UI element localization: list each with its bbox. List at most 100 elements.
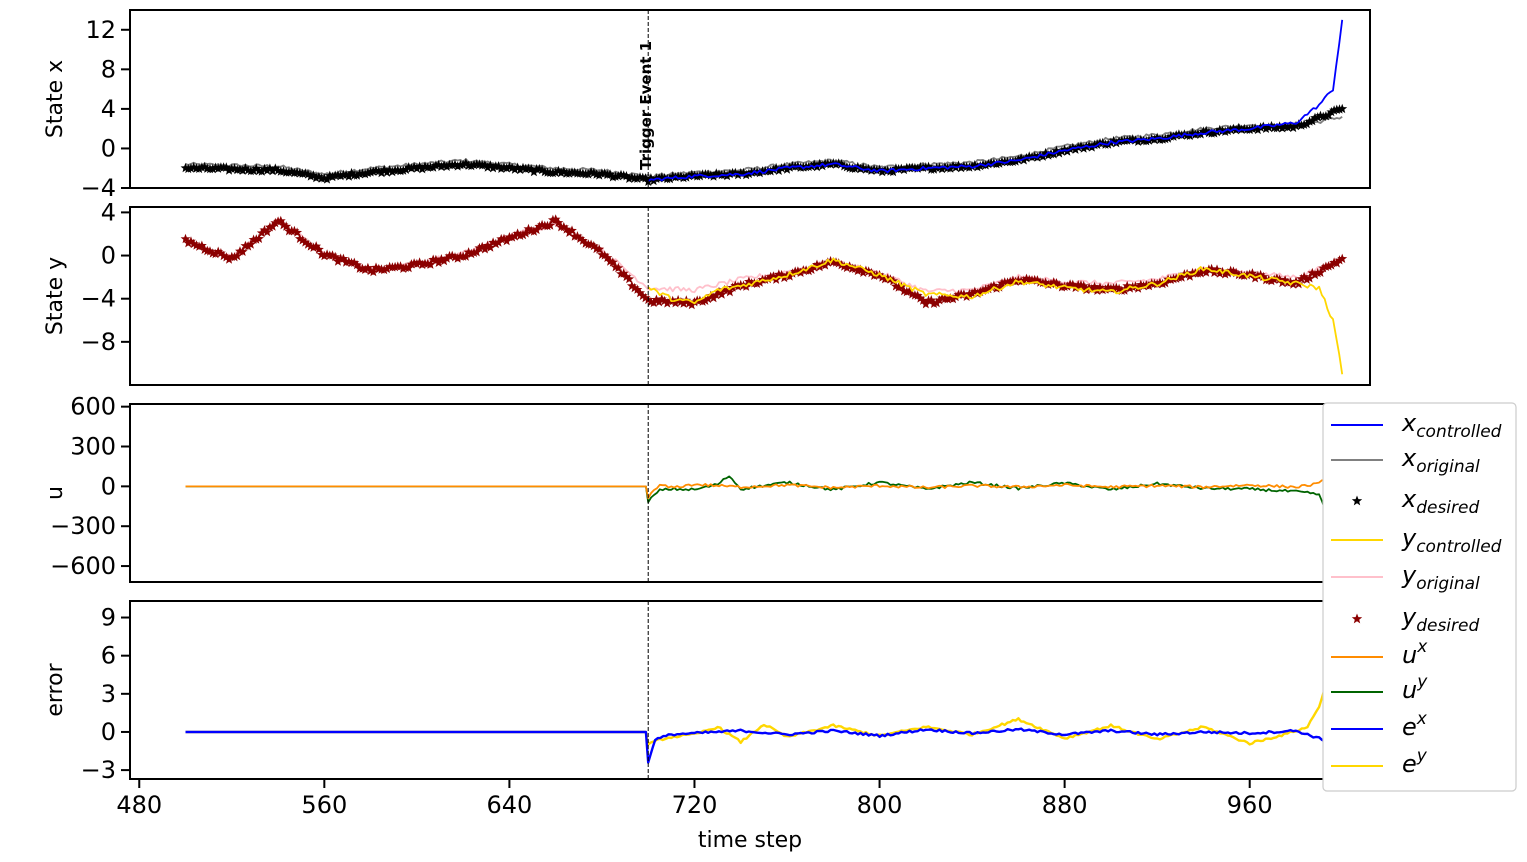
point-x_desired xyxy=(594,170,605,180)
plot-area xyxy=(180,214,1348,375)
point-y_desired xyxy=(441,253,452,263)
point-y_desired xyxy=(398,263,409,273)
point-y_desired xyxy=(1089,281,1100,291)
legend-marker xyxy=(1351,613,1363,624)
y-tick-label: −8 xyxy=(81,328,116,356)
point-y_desired xyxy=(675,297,686,307)
point-x_desired xyxy=(964,162,975,172)
point-x_desired xyxy=(267,165,278,176)
point-y_desired xyxy=(1078,280,1089,291)
point-y_desired xyxy=(744,276,754,286)
point-y_desired xyxy=(305,241,316,251)
point-x_desired xyxy=(229,163,240,173)
point-y_desired xyxy=(1301,274,1312,284)
point-y_desired xyxy=(1100,284,1111,294)
series-e_y xyxy=(185,607,1344,746)
point-y_desired xyxy=(411,258,422,269)
point-y_desired xyxy=(1130,281,1141,291)
point-y_desired xyxy=(926,295,937,305)
point-x_desired xyxy=(866,165,877,175)
point-y_desired xyxy=(684,298,694,308)
point-y_desired xyxy=(213,246,224,256)
point-y_desired xyxy=(490,238,501,249)
point-y_desired xyxy=(210,248,221,259)
point-y_desired xyxy=(1307,267,1318,278)
point-x_desired xyxy=(1201,125,1212,136)
legend-marker xyxy=(1351,495,1363,506)
point-y_desired xyxy=(624,273,635,284)
y-tick-label: 600 xyxy=(70,393,116,421)
legend-label: ycontrolled xyxy=(1401,524,1502,557)
y-tick-label: 4 xyxy=(101,95,116,123)
point-x_desired xyxy=(352,170,362,180)
series-e_x xyxy=(185,727,1344,771)
point-x_desired xyxy=(1293,119,1304,129)
point-y_desired xyxy=(188,238,199,249)
point-x_desired xyxy=(286,166,297,176)
point-x_desired xyxy=(1291,120,1301,131)
point-x_desired xyxy=(765,166,776,176)
axes-frame xyxy=(129,206,1371,386)
point-y_desired xyxy=(670,298,681,308)
point-x_desired xyxy=(501,163,512,173)
point-x_desired xyxy=(482,162,493,172)
point-y_desired xyxy=(1095,282,1105,292)
point-y_desired xyxy=(700,295,711,305)
legend-entry-uy: uy xyxy=(1331,672,1428,704)
point-y_desired xyxy=(379,264,390,275)
point-x_desired xyxy=(256,166,267,176)
point-x_desired xyxy=(969,160,980,170)
point-y_desired xyxy=(1114,283,1124,294)
point-y_desired xyxy=(787,268,798,278)
series-x_controlled xyxy=(647,19,1344,182)
point-y_desired xyxy=(575,233,586,243)
point-y_desired xyxy=(183,238,194,248)
point-y_desired xyxy=(382,263,392,274)
point-x_desired xyxy=(509,164,520,174)
point-y_desired xyxy=(371,262,381,272)
point-x_desired xyxy=(613,171,624,181)
point-y_desired xyxy=(1005,276,1016,286)
point-y_desired xyxy=(243,241,254,251)
point-x_desired xyxy=(782,164,792,174)
point-x_desired xyxy=(460,158,471,168)
point-x_desired xyxy=(526,164,537,174)
point-x_desired xyxy=(583,169,594,179)
point-y_desired xyxy=(588,240,599,251)
y-tick-label: −300 xyxy=(50,512,116,540)
x-tick-label: 720 xyxy=(672,791,718,819)
point-x_desired xyxy=(1043,150,1054,160)
point-y_desired xyxy=(297,235,308,245)
point-x_desired xyxy=(632,173,643,183)
point-y_desired xyxy=(689,297,700,307)
point-y_desired xyxy=(303,239,313,249)
point-y_desired xyxy=(929,298,939,308)
point-x_desired xyxy=(308,170,319,180)
point-x_desired xyxy=(480,159,490,170)
plot-area xyxy=(185,607,1344,771)
point-x_desired xyxy=(368,166,379,176)
point-y_desired xyxy=(915,293,926,303)
point-y_desired xyxy=(327,250,338,260)
point-y_desired xyxy=(1108,283,1119,293)
point-x_desired xyxy=(695,170,705,181)
point-y_desired xyxy=(447,250,458,260)
point-y_desired xyxy=(507,232,518,242)
point-y_desired xyxy=(1046,278,1056,289)
point-x_desired xyxy=(588,167,599,178)
point-x_desired xyxy=(564,168,575,178)
point-y_desired xyxy=(975,286,986,297)
point-y_desired xyxy=(477,241,488,252)
point-x_desired xyxy=(411,163,422,173)
point-y_desired xyxy=(534,221,545,231)
point-x_desired xyxy=(1040,147,1051,158)
point-y_desired xyxy=(1318,263,1329,273)
point-x_desired xyxy=(237,165,248,175)
point-x_desired xyxy=(1108,135,1119,146)
point-x_desired xyxy=(433,159,444,170)
point-y_desired xyxy=(934,295,945,305)
y-tick-label: 300 xyxy=(70,433,116,461)
y-axis-label: State x xyxy=(43,60,68,138)
point-y_desired xyxy=(912,290,923,300)
